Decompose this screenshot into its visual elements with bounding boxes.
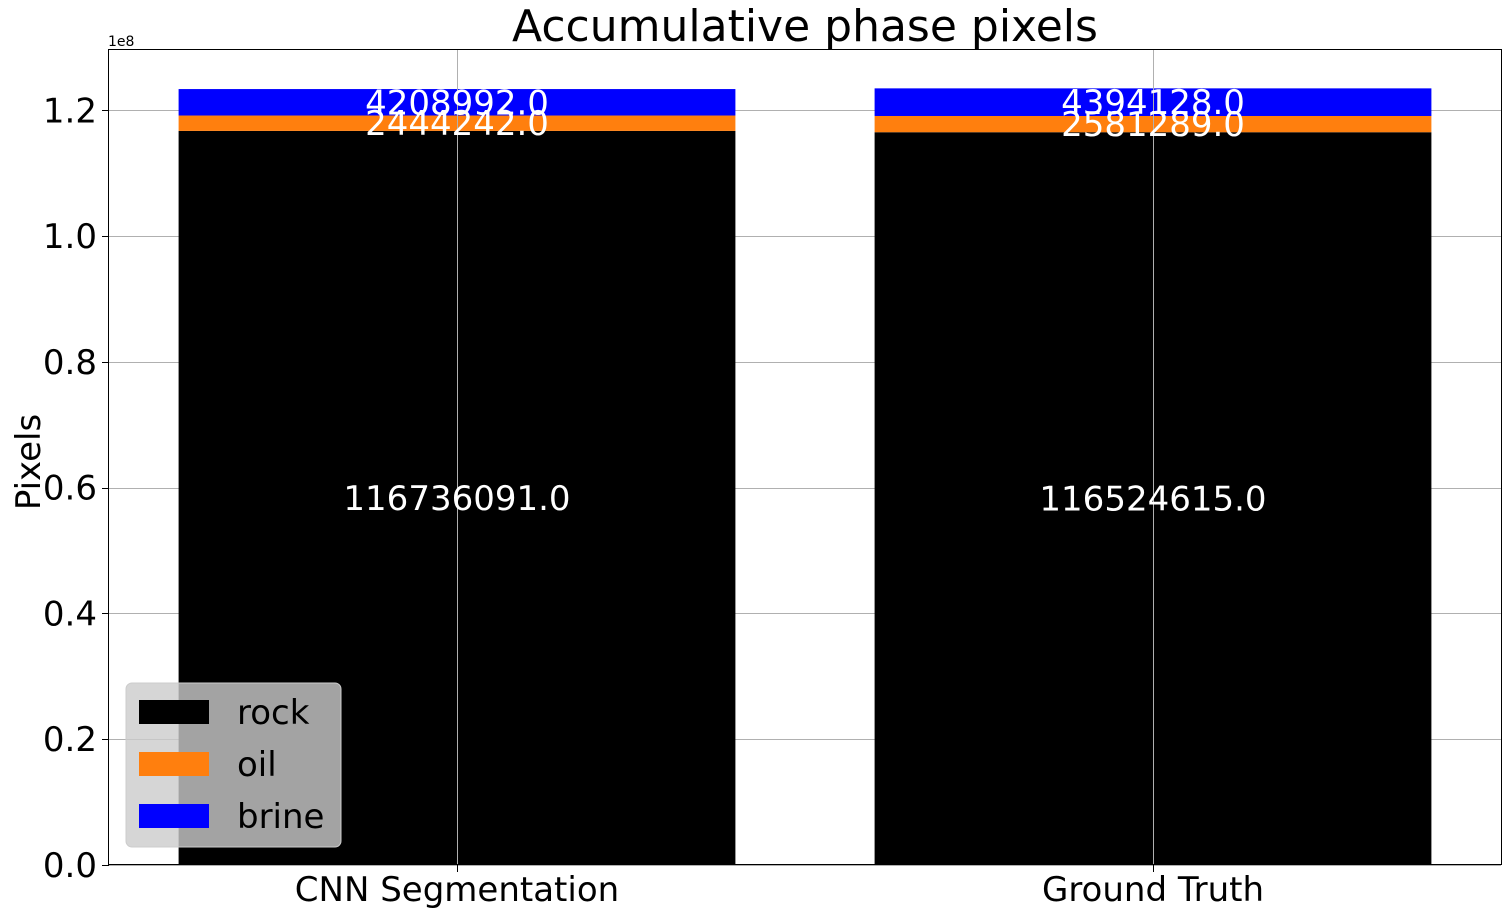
legend-swatch-rock xyxy=(139,700,209,724)
data-label-rock: 116524615.0 xyxy=(1039,480,1266,520)
legend-swatch-oil xyxy=(139,752,209,776)
y-tick-label: 0.4 xyxy=(43,594,97,634)
plot-frame xyxy=(108,49,1502,865)
data-label-brine: 4208992.0 xyxy=(365,83,549,123)
y-tick-label: 1.0 xyxy=(43,217,97,257)
x-tick-label: CNN Segmentation xyxy=(295,870,619,910)
y-tick-label: 0.6 xyxy=(43,469,97,509)
legend-label-rock: rock xyxy=(237,693,310,733)
data-label-brine: 4394128.0 xyxy=(1061,83,1245,123)
legend-label-brine: brine xyxy=(237,797,324,837)
data-label-oil: 2444242.0 xyxy=(365,104,549,144)
ticks: 0.0 0.2 0.4 0.6 0.8 1.0 1.2 CNN Segmentation Gro… xyxy=(43,91,1264,910)
grid-vertical xyxy=(457,50,1154,865)
y-tick-label: 0.8 xyxy=(43,343,97,383)
data-label-oil: 2581289.0 xyxy=(1061,105,1245,145)
y-axis-label: Pixels xyxy=(9,414,49,510)
bars xyxy=(178,88,1432,866)
y-tick-label: 1.2 xyxy=(43,91,97,131)
y-tick-label: 0.2 xyxy=(43,720,97,760)
legend-swatch-brine xyxy=(139,804,209,828)
y-tick-label: 0.0 xyxy=(43,846,97,886)
legend: rock oil brine xyxy=(125,682,342,848)
x-tick-label: Ground Truth xyxy=(1042,870,1264,910)
chart-title: Accumulative phase pixels xyxy=(512,1,1098,52)
y-axis-offset-label: 1e8 xyxy=(108,34,134,50)
data-label-rock: 116736091.0 xyxy=(343,479,570,519)
legend-label-oil: oil xyxy=(237,745,277,785)
